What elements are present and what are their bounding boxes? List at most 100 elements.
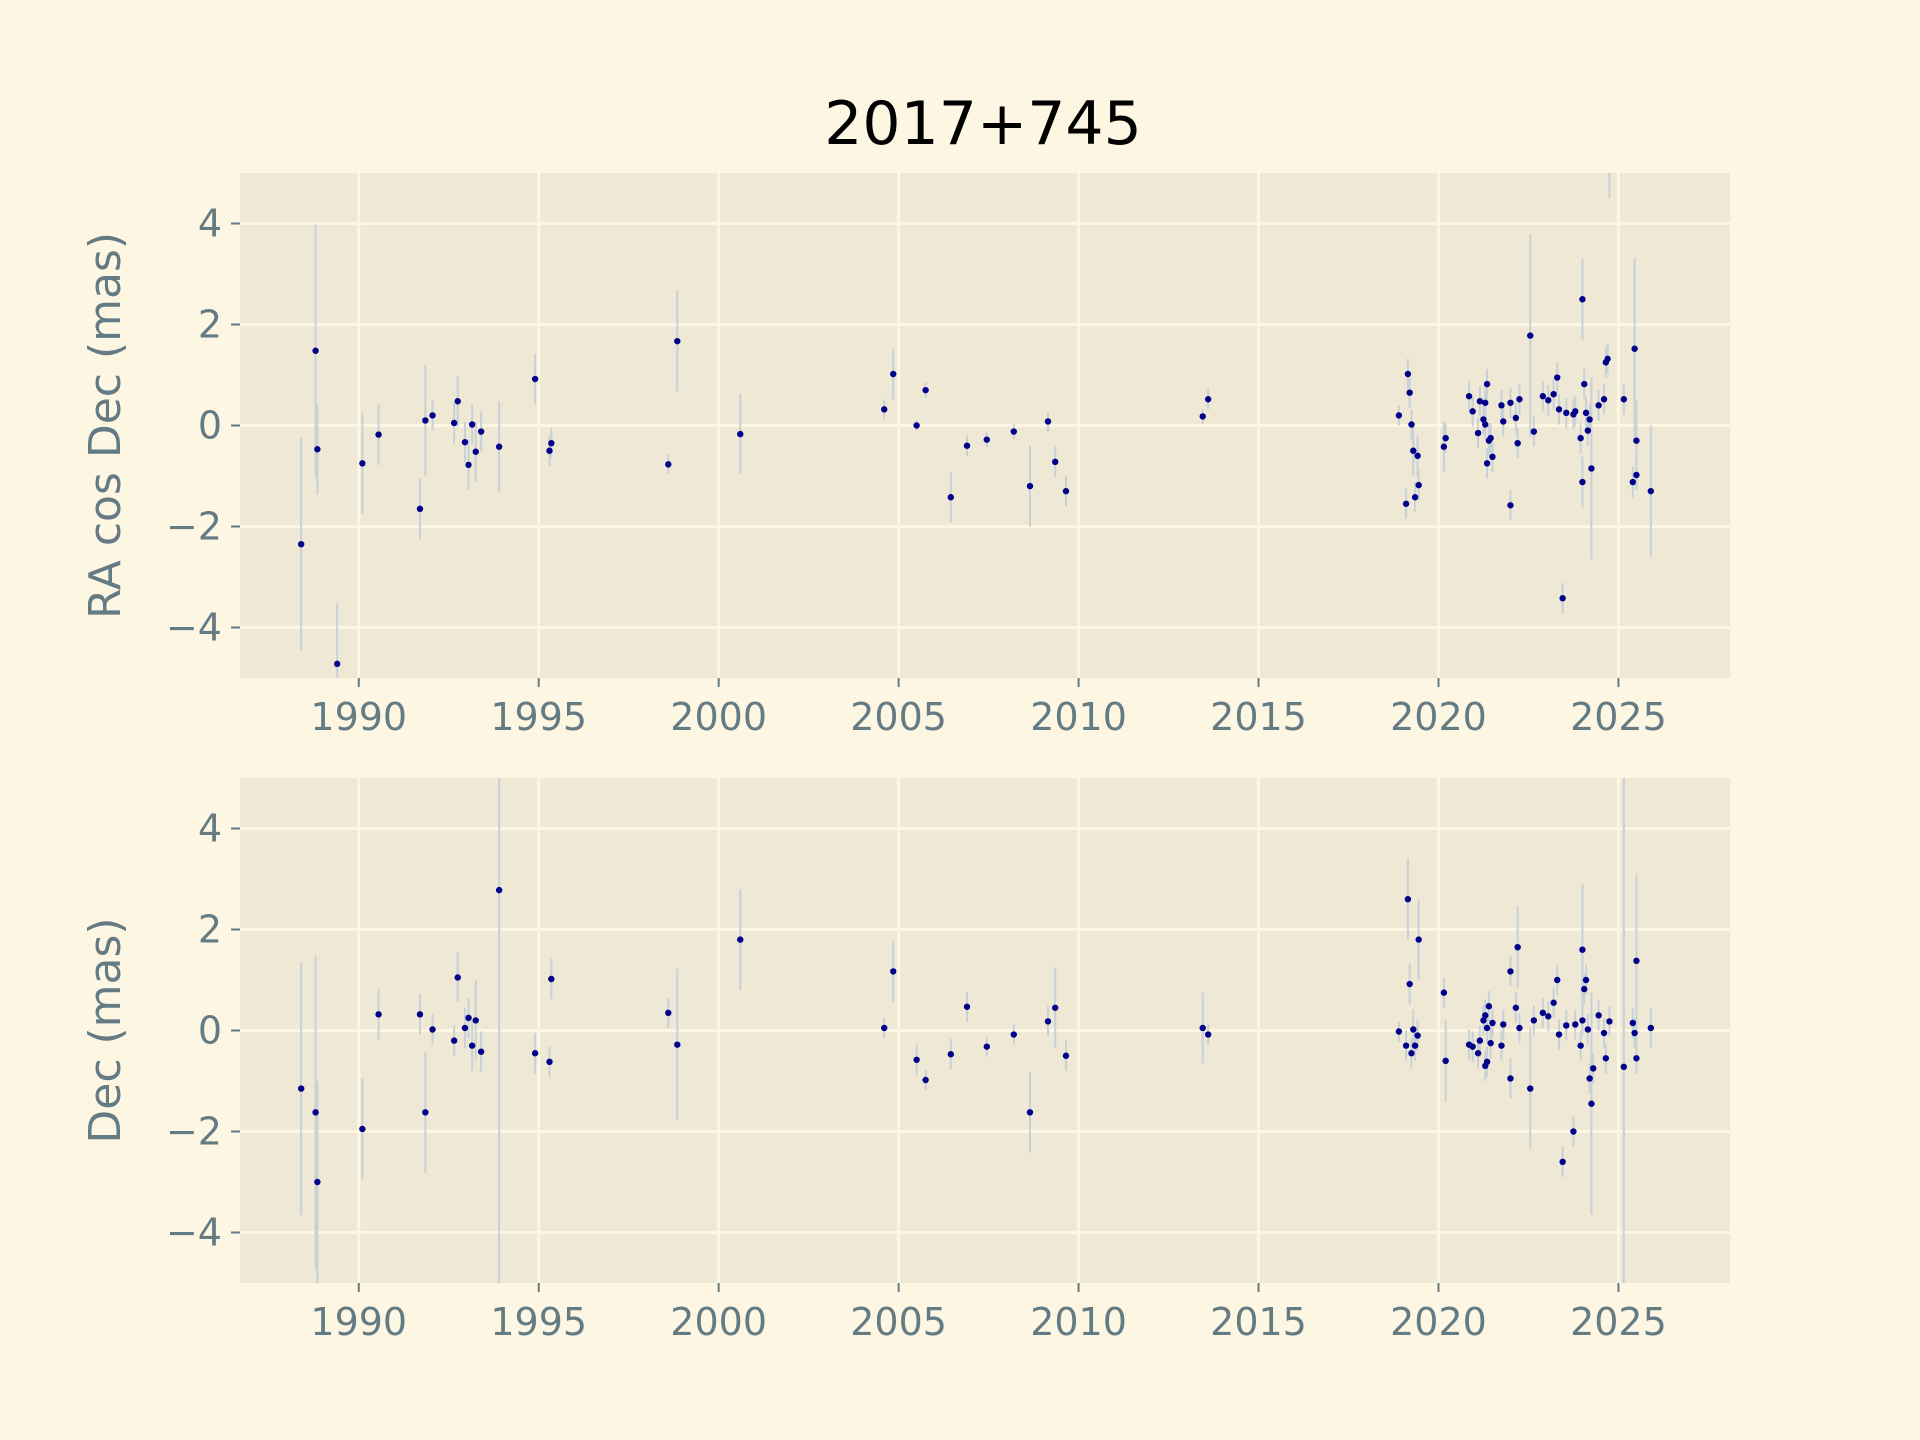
data-point xyxy=(297,1085,305,1092)
data-point xyxy=(983,436,990,443)
data-point xyxy=(297,540,305,548)
x-tick-label: 2015 xyxy=(1210,1300,1307,1344)
y-tick-label: 4 xyxy=(198,202,222,246)
data-point xyxy=(1411,494,1419,501)
data-point xyxy=(1507,1075,1514,1082)
data-point xyxy=(1590,1065,1597,1072)
data-point xyxy=(422,1109,429,1116)
x-tick-label: 2025 xyxy=(1570,1300,1667,1344)
data-point xyxy=(1474,1050,1482,1057)
data-point xyxy=(1465,393,1473,400)
data-point xyxy=(477,428,485,435)
x-tick-label: 2010 xyxy=(1030,1300,1127,1344)
data-point xyxy=(1516,396,1523,403)
data-point xyxy=(1483,1024,1491,1032)
data-point xyxy=(312,347,319,354)
data-point xyxy=(1527,1085,1534,1092)
data-point xyxy=(1044,418,1052,425)
data-point xyxy=(548,975,555,983)
data-point xyxy=(1512,1004,1520,1011)
data-point xyxy=(1487,1039,1494,1047)
x-tick-label: 2000 xyxy=(670,1300,767,1344)
data-point xyxy=(1010,428,1017,435)
data-point xyxy=(1602,1055,1610,1062)
data-point xyxy=(1408,1050,1415,1057)
data-point xyxy=(531,375,539,383)
data-point xyxy=(1476,398,1484,405)
data-point xyxy=(465,1014,472,1022)
data-point xyxy=(983,1043,990,1050)
data-point xyxy=(1051,1004,1059,1011)
data-point xyxy=(890,370,897,378)
data-point xyxy=(1579,946,1586,953)
data-point xyxy=(1514,943,1521,951)
data-point xyxy=(1550,390,1557,398)
data-point xyxy=(429,1026,436,1033)
data-point xyxy=(1482,399,1489,406)
data-point xyxy=(913,1056,920,1063)
x-tick-label: 2005 xyxy=(850,695,947,739)
data-point xyxy=(454,398,461,405)
data-point xyxy=(546,447,553,454)
y-tick-label: −2 xyxy=(166,505,222,549)
data-point xyxy=(1415,936,1422,943)
dec-panel: 1990 1995 2000 2005 2010 2015 2020 2025 −4 −2 0 2 4 D… xyxy=(80,778,1730,1344)
data-point xyxy=(1633,437,1640,444)
data-point xyxy=(429,412,436,419)
y-tick-label: 0 xyxy=(198,1009,222,1053)
data-point xyxy=(665,1009,672,1017)
y-tick-label: 2 xyxy=(198,908,222,952)
data-point xyxy=(312,1109,319,1116)
data-point xyxy=(1530,428,1538,435)
data-point xyxy=(1482,1012,1489,1019)
data-point xyxy=(1051,458,1059,466)
data-point xyxy=(1545,397,1552,404)
data-point xyxy=(963,442,971,449)
data-point xyxy=(1586,416,1593,423)
data-point xyxy=(450,419,458,427)
data-point xyxy=(1647,1024,1655,1032)
data-point xyxy=(1633,957,1640,965)
data-point xyxy=(1588,1100,1595,1107)
data-point xyxy=(1474,429,1482,437)
data-point xyxy=(1410,447,1417,454)
data-point xyxy=(468,1042,476,1049)
data-point xyxy=(1483,380,1491,388)
data-point xyxy=(1485,1003,1493,1010)
x-tick-label: 2025 xyxy=(1570,695,1667,739)
data-point xyxy=(495,443,503,450)
data-point xyxy=(1584,1026,1592,1033)
data-point xyxy=(1584,427,1592,434)
data-point xyxy=(1476,1037,1484,1044)
y-tick-label: 4 xyxy=(198,807,222,851)
data-point xyxy=(1469,1043,1476,1050)
data-point xyxy=(1440,989,1448,996)
data-point xyxy=(1577,434,1584,442)
data-point xyxy=(1600,396,1608,403)
data-point xyxy=(422,417,429,424)
data-point xyxy=(1480,1017,1487,1024)
data-point xyxy=(1402,500,1410,507)
data-point xyxy=(1595,1012,1602,1019)
data-point xyxy=(947,494,955,501)
x-tick-label: 1990 xyxy=(310,695,407,739)
data-point xyxy=(1600,1029,1608,1037)
data-point xyxy=(1480,416,1487,423)
data-point xyxy=(1395,412,1403,419)
data-point xyxy=(674,337,681,345)
data-point xyxy=(1026,482,1034,490)
data-point xyxy=(1469,408,1476,415)
data-point xyxy=(416,505,424,513)
data-point xyxy=(1442,1057,1449,1065)
data-point xyxy=(1204,396,1212,403)
data-point xyxy=(1483,1058,1491,1066)
data-point xyxy=(375,431,382,438)
ra-panel: 1990 1995 2000 2005 2010 2015 2020 2025 −4 −2 0 2 4 R… xyxy=(80,173,1730,739)
data-point xyxy=(1563,1022,1570,1029)
data-point xyxy=(1539,393,1547,400)
y-tick-label: −4 xyxy=(166,1211,222,1255)
data-point xyxy=(947,1051,955,1058)
data-point xyxy=(1404,896,1412,903)
data-point xyxy=(1498,1042,1505,1049)
